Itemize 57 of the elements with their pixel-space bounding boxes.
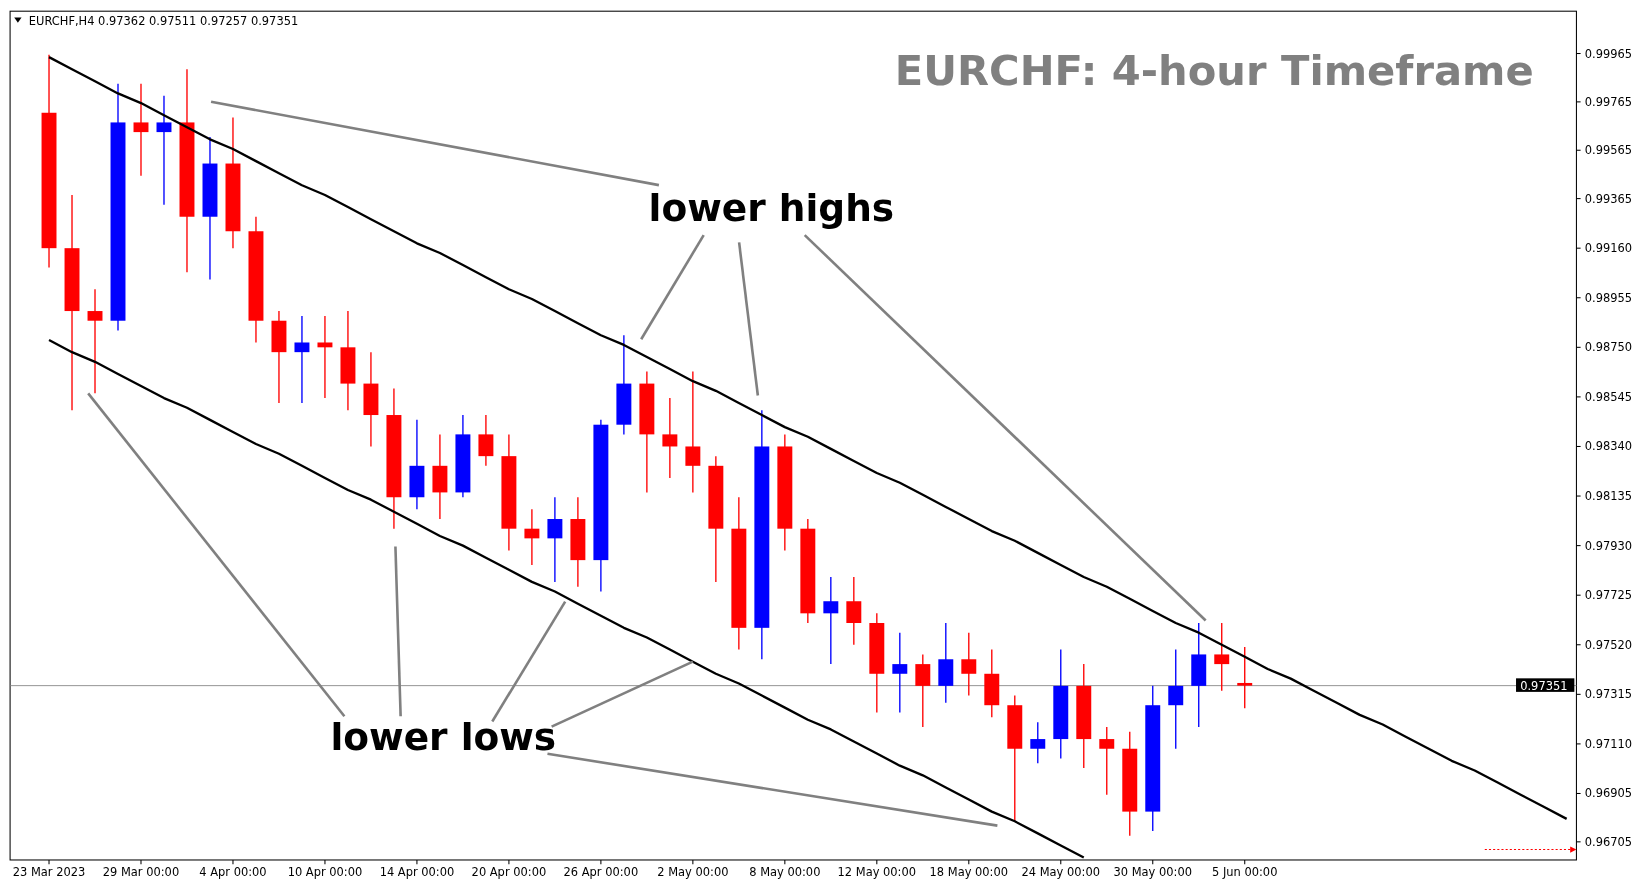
candlestick bbox=[1214, 622, 1230, 692]
y-tick-label: 0.98955 bbox=[1584, 290, 1633, 305]
x-tick-label: 5 Jun 00:00 bbox=[1212, 864, 1278, 879]
text: EURCHF: 4-hour Timeframe bbox=[894, 46, 1534, 96]
x-tick-label: 26 Apr 00:00 bbox=[563, 864, 639, 879]
y-tick-label: 0.99160 bbox=[1584, 241, 1633, 256]
y-tick-label: 0.98545 bbox=[1584, 389, 1633, 404]
candlestick bbox=[1237, 646, 1253, 710]
y-tick-label: 0.98135 bbox=[1584, 489, 1633, 504]
y-tick-label: 0.96905 bbox=[1584, 786, 1633, 801]
candlestick bbox=[662, 397, 678, 479]
x-tick-label: 8 May 00:00 bbox=[749, 864, 821, 879]
x-tick-label: 29 Mar 00:00 bbox=[102, 864, 180, 879]
annotation: EURCHF,H4 0.97362 0.97511 0.97257 0.97351 bbox=[28, 13, 299, 28]
x-tick-label: 4 Apr 00:00 bbox=[199, 864, 267, 879]
annotation: lower highs bbox=[648, 185, 895, 230]
x-tick-label: 14 Apr 00:00 bbox=[379, 864, 455, 879]
x-tick-label: 18 May 00:00 bbox=[929, 864, 1009, 879]
line-series bbox=[47, 55, 1568, 821]
y-tick-label: 0.97930 bbox=[1584, 538, 1633, 553]
x-tick-label: 10 Apr 00:00 bbox=[287, 864, 363, 879]
y-tick-label: 0.97725 bbox=[1584, 588, 1633, 603]
annotation: lower lows bbox=[330, 714, 557, 759]
y-tick-label: 0.96705 bbox=[1584, 834, 1633, 849]
candlestick bbox=[1030, 721, 1046, 764]
x-tick-label: 30 May 00:00 bbox=[1113, 864, 1192, 879]
y-tick-label: 0.97315 bbox=[1584, 687, 1633, 702]
y-tick-label: 0.99565 bbox=[1584, 143, 1633, 158]
y-tick-label: 0.99365 bbox=[1584, 191, 1633, 206]
y-tick-label: 0.98750 bbox=[1584, 340, 1633, 355]
y-tick-label: 0.98340 bbox=[1584, 439, 1633, 454]
candlestick bbox=[961, 631, 977, 697]
candlestick bbox=[478, 414, 494, 467]
candlestick bbox=[685, 370, 701, 494]
candlestick bbox=[892, 631, 908, 714]
x-tick-label: 12 May 00:00 bbox=[837, 864, 917, 879]
candlestick bbox=[317, 315, 333, 399]
candlestick bbox=[87, 288, 103, 394]
candlestick bbox=[1168, 648, 1184, 750]
candlestick bbox=[1099, 726, 1115, 796]
candlestick bbox=[294, 315, 310, 404]
y-tick-label: 0.97110 bbox=[1584, 736, 1633, 751]
y-tick-label: 0.99765 bbox=[1584, 94, 1633, 109]
candlestick bbox=[156, 95, 172, 206]
candlestick bbox=[823, 576, 839, 665]
x-tick-label: 20 Apr 00:00 bbox=[471, 864, 547, 879]
candlestick bbox=[133, 83, 149, 177]
y-tick-label: 0.97520 bbox=[1584, 637, 1633, 652]
candlestick bbox=[547, 496, 563, 583]
x-tick-label: 24 May 00:00 bbox=[1021, 864, 1100, 879]
x-tick-label: 2 May 00:00 bbox=[657, 864, 729, 879]
candlestick bbox=[846, 576, 862, 646]
candlestick bbox=[524, 508, 540, 566]
ref-line-label: 0.97351 bbox=[1520, 678, 1568, 693]
x-tick-label: 23 Mar 2023 bbox=[12, 864, 86, 879]
y-tick-label: 0.99965 bbox=[1584, 46, 1633, 61]
candlestick bbox=[915, 653, 931, 728]
